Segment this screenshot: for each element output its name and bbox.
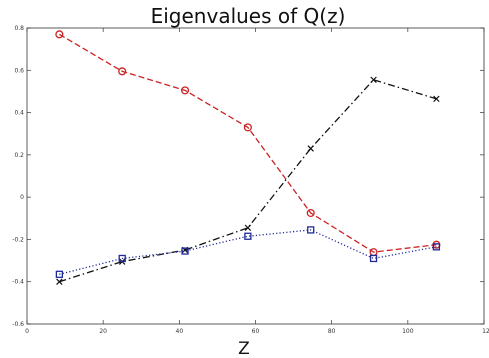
y-tick-label: -0.4 xyxy=(12,279,24,286)
x-tick-label: 60 xyxy=(252,328,260,335)
chart-title: Eigenvalues of Q(z) xyxy=(151,4,346,28)
data-point-square xyxy=(118,254,126,263)
x-tick-label: 80 xyxy=(328,328,336,335)
x-tick-label: 20 xyxy=(99,328,107,335)
data-point-square xyxy=(181,247,189,255)
x-axis-ticks: 0 20 40 60 80 100 12 xyxy=(25,28,489,335)
y-tick-label: -0.2 xyxy=(12,236,24,243)
series-2 xyxy=(56,76,440,285)
data-point-x xyxy=(307,145,314,152)
y-tick-label: 0.6 xyxy=(14,67,24,74)
data-point-square xyxy=(244,232,252,240)
data-point-x xyxy=(56,278,63,285)
series-line xyxy=(59,33,437,253)
x-tick-label: 0 xyxy=(25,328,29,335)
data-point-circle xyxy=(118,67,127,76)
y-tick-label: -0.6 xyxy=(12,321,24,328)
plot-area-frame xyxy=(26,27,485,325)
x-tick-label: 12 xyxy=(482,328,489,335)
series-line xyxy=(59,229,437,275)
y-tick-label: 0.2 xyxy=(14,152,24,159)
data-point-square xyxy=(432,243,441,251)
series-3 xyxy=(55,226,441,278)
data-point-x xyxy=(370,76,377,84)
series-layer xyxy=(55,30,441,285)
y-axis-ticks: -0.6 -0.4 -0.2 0 0.2 0.4 0.6 0.8 xyxy=(12,25,484,328)
y-tick-label: 0.8 xyxy=(14,25,24,32)
x-axis-label: Z xyxy=(238,339,250,358)
data-point-square xyxy=(369,254,378,263)
data-point-circle xyxy=(306,208,315,218)
data-point-circle xyxy=(180,86,190,95)
series-1 xyxy=(55,30,441,257)
x-tick-label: 100 xyxy=(402,328,414,335)
data-point-x xyxy=(244,224,252,232)
data-point-square xyxy=(307,226,315,234)
y-tick-label: 0 xyxy=(20,194,24,201)
data-point-square xyxy=(55,270,64,278)
y-tick-label: 0.4 xyxy=(14,110,24,117)
x-tick-label: 40 xyxy=(176,328,184,335)
data-point-circle xyxy=(243,123,252,132)
data-point-circle xyxy=(55,30,64,39)
data-point-x xyxy=(433,95,440,103)
